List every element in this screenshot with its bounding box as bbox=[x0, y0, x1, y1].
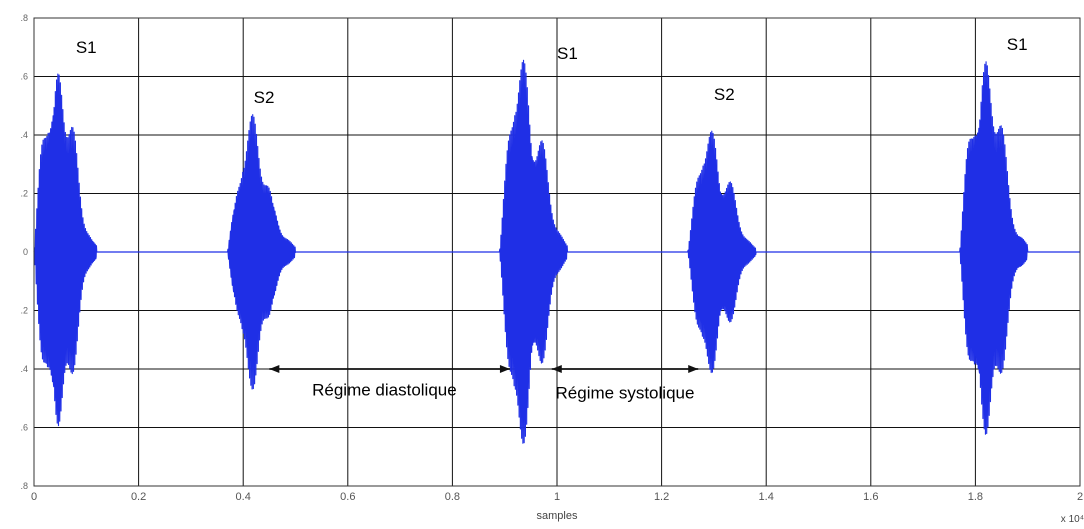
y-tick-label-8: .8 bbox=[20, 481, 28, 491]
y-tick-label-2: .4 bbox=[20, 130, 28, 140]
x-tick-label-9: 1.8 bbox=[968, 491, 983, 503]
y-tick-label-3: .2 bbox=[20, 189, 28, 199]
heart-sound-signal-line bbox=[33, 59, 1081, 444]
x-tick-label-10: 2 bbox=[1077, 491, 1083, 503]
y-tick-label-0: .8 bbox=[20, 13, 28, 23]
x-tick-label-2: 0.4 bbox=[236, 491, 251, 503]
y-tick-label-4: 0 bbox=[23, 247, 28, 257]
x-tick-label-7: 1.4 bbox=[759, 491, 774, 503]
phase-arrows: Régime diastolique Régime systolique bbox=[269, 365, 699, 402]
y-tick-label-6: .4 bbox=[20, 364, 28, 374]
x-tick-label-6: 1.2 bbox=[654, 491, 669, 503]
sound-label-1: S2 bbox=[254, 88, 275, 107]
y-tick-label-5: .2 bbox=[20, 306, 28, 316]
x-tick-label-0: 0 bbox=[31, 491, 37, 503]
x-tick-label-8: 1.6 bbox=[863, 491, 878, 503]
y-axis-ticks: .8 .6 .4 .2 0 .2 .4 .6 .8 bbox=[20, 13, 28, 491]
phase-label-0: Régime diastolique bbox=[312, 380, 457, 399]
plot-frame bbox=[33, 17, 1081, 487]
sound-annotations: S1 S2 S1 S2 S1 bbox=[76, 35, 1028, 107]
phase-arrow-head-right-0 bbox=[499, 365, 510, 373]
phase-label-1: Régime systolique bbox=[556, 383, 695, 402]
sound-label-0: S1 bbox=[76, 38, 97, 57]
x-axis-ticks: 0 0.2 0.4 0.6 0.8 1 1.2 1.4 1.6 1.8 2 bbox=[31, 491, 1083, 503]
x-axis-label: samples bbox=[537, 510, 578, 522]
x-tick-label-1: 0.2 bbox=[131, 491, 146, 503]
sound-label-2: S1 bbox=[557, 44, 578, 63]
sound-label-3: S2 bbox=[714, 85, 735, 104]
phase-arrow-head-left-0 bbox=[269, 365, 280, 373]
phase-arrow-head-left-1 bbox=[551, 365, 562, 373]
phase-arrow-head-right-1 bbox=[688, 365, 699, 373]
sound-label-4: S1 bbox=[1007, 35, 1028, 54]
y-tick-label-7: .6 bbox=[20, 423, 28, 433]
x-axis-exponent-label: x 10⁴ bbox=[1061, 514, 1084, 524]
x-tick-label-5: 1 bbox=[554, 491, 560, 503]
y-tick-label-1: .6 bbox=[20, 72, 28, 82]
x-tick-label-3: 0.6 bbox=[340, 491, 355, 503]
x-tick-label-4: 0.8 bbox=[445, 491, 460, 503]
